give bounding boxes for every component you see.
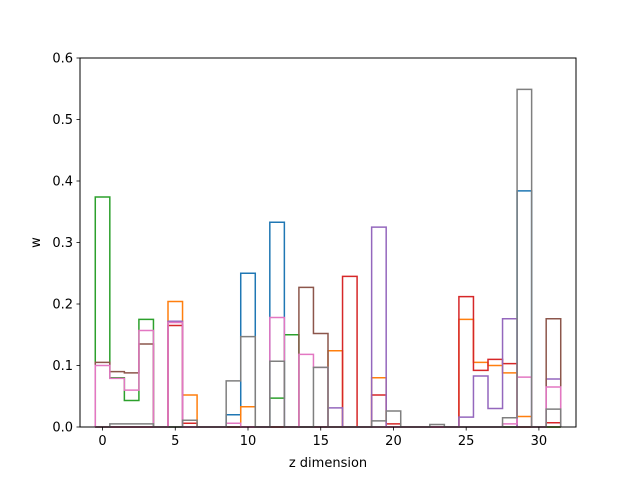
y-tick-label: 0.2 (52, 298, 73, 313)
x-tick-label: 10 (240, 434, 257, 449)
tick-layer: 0 5 10 15 20 25 30 0.0 0.1 0.2 0.3 0.4 0.5 0.6 (52, 52, 547, 450)
x-tick-label: 20 (385, 434, 402, 449)
y-tick-label: 0.6 (52, 52, 73, 67)
x-tick-label: 5 (171, 434, 179, 449)
x-tick-label: 0 (98, 434, 106, 449)
x-tick-label: 25 (458, 434, 475, 449)
series-7 (95, 88, 562, 428)
x-axis-label: z dimension (289, 456, 367, 471)
y-tick-label: 0.4 (52, 175, 73, 190)
x-tick-label: 15 (312, 434, 329, 449)
y-tick-label: 0.3 (52, 236, 73, 251)
series-7-step-line (95, 88, 562, 428)
x-tick-label: 30 (531, 434, 548, 449)
y-tick-label: 0.5 (52, 113, 73, 128)
y-axis-label: w (29, 237, 44, 248)
y-tick-label: 0.1 (52, 359, 73, 374)
y-tick-label: 0.0 (52, 421, 73, 436)
plot-frame (79, 57, 577, 428)
